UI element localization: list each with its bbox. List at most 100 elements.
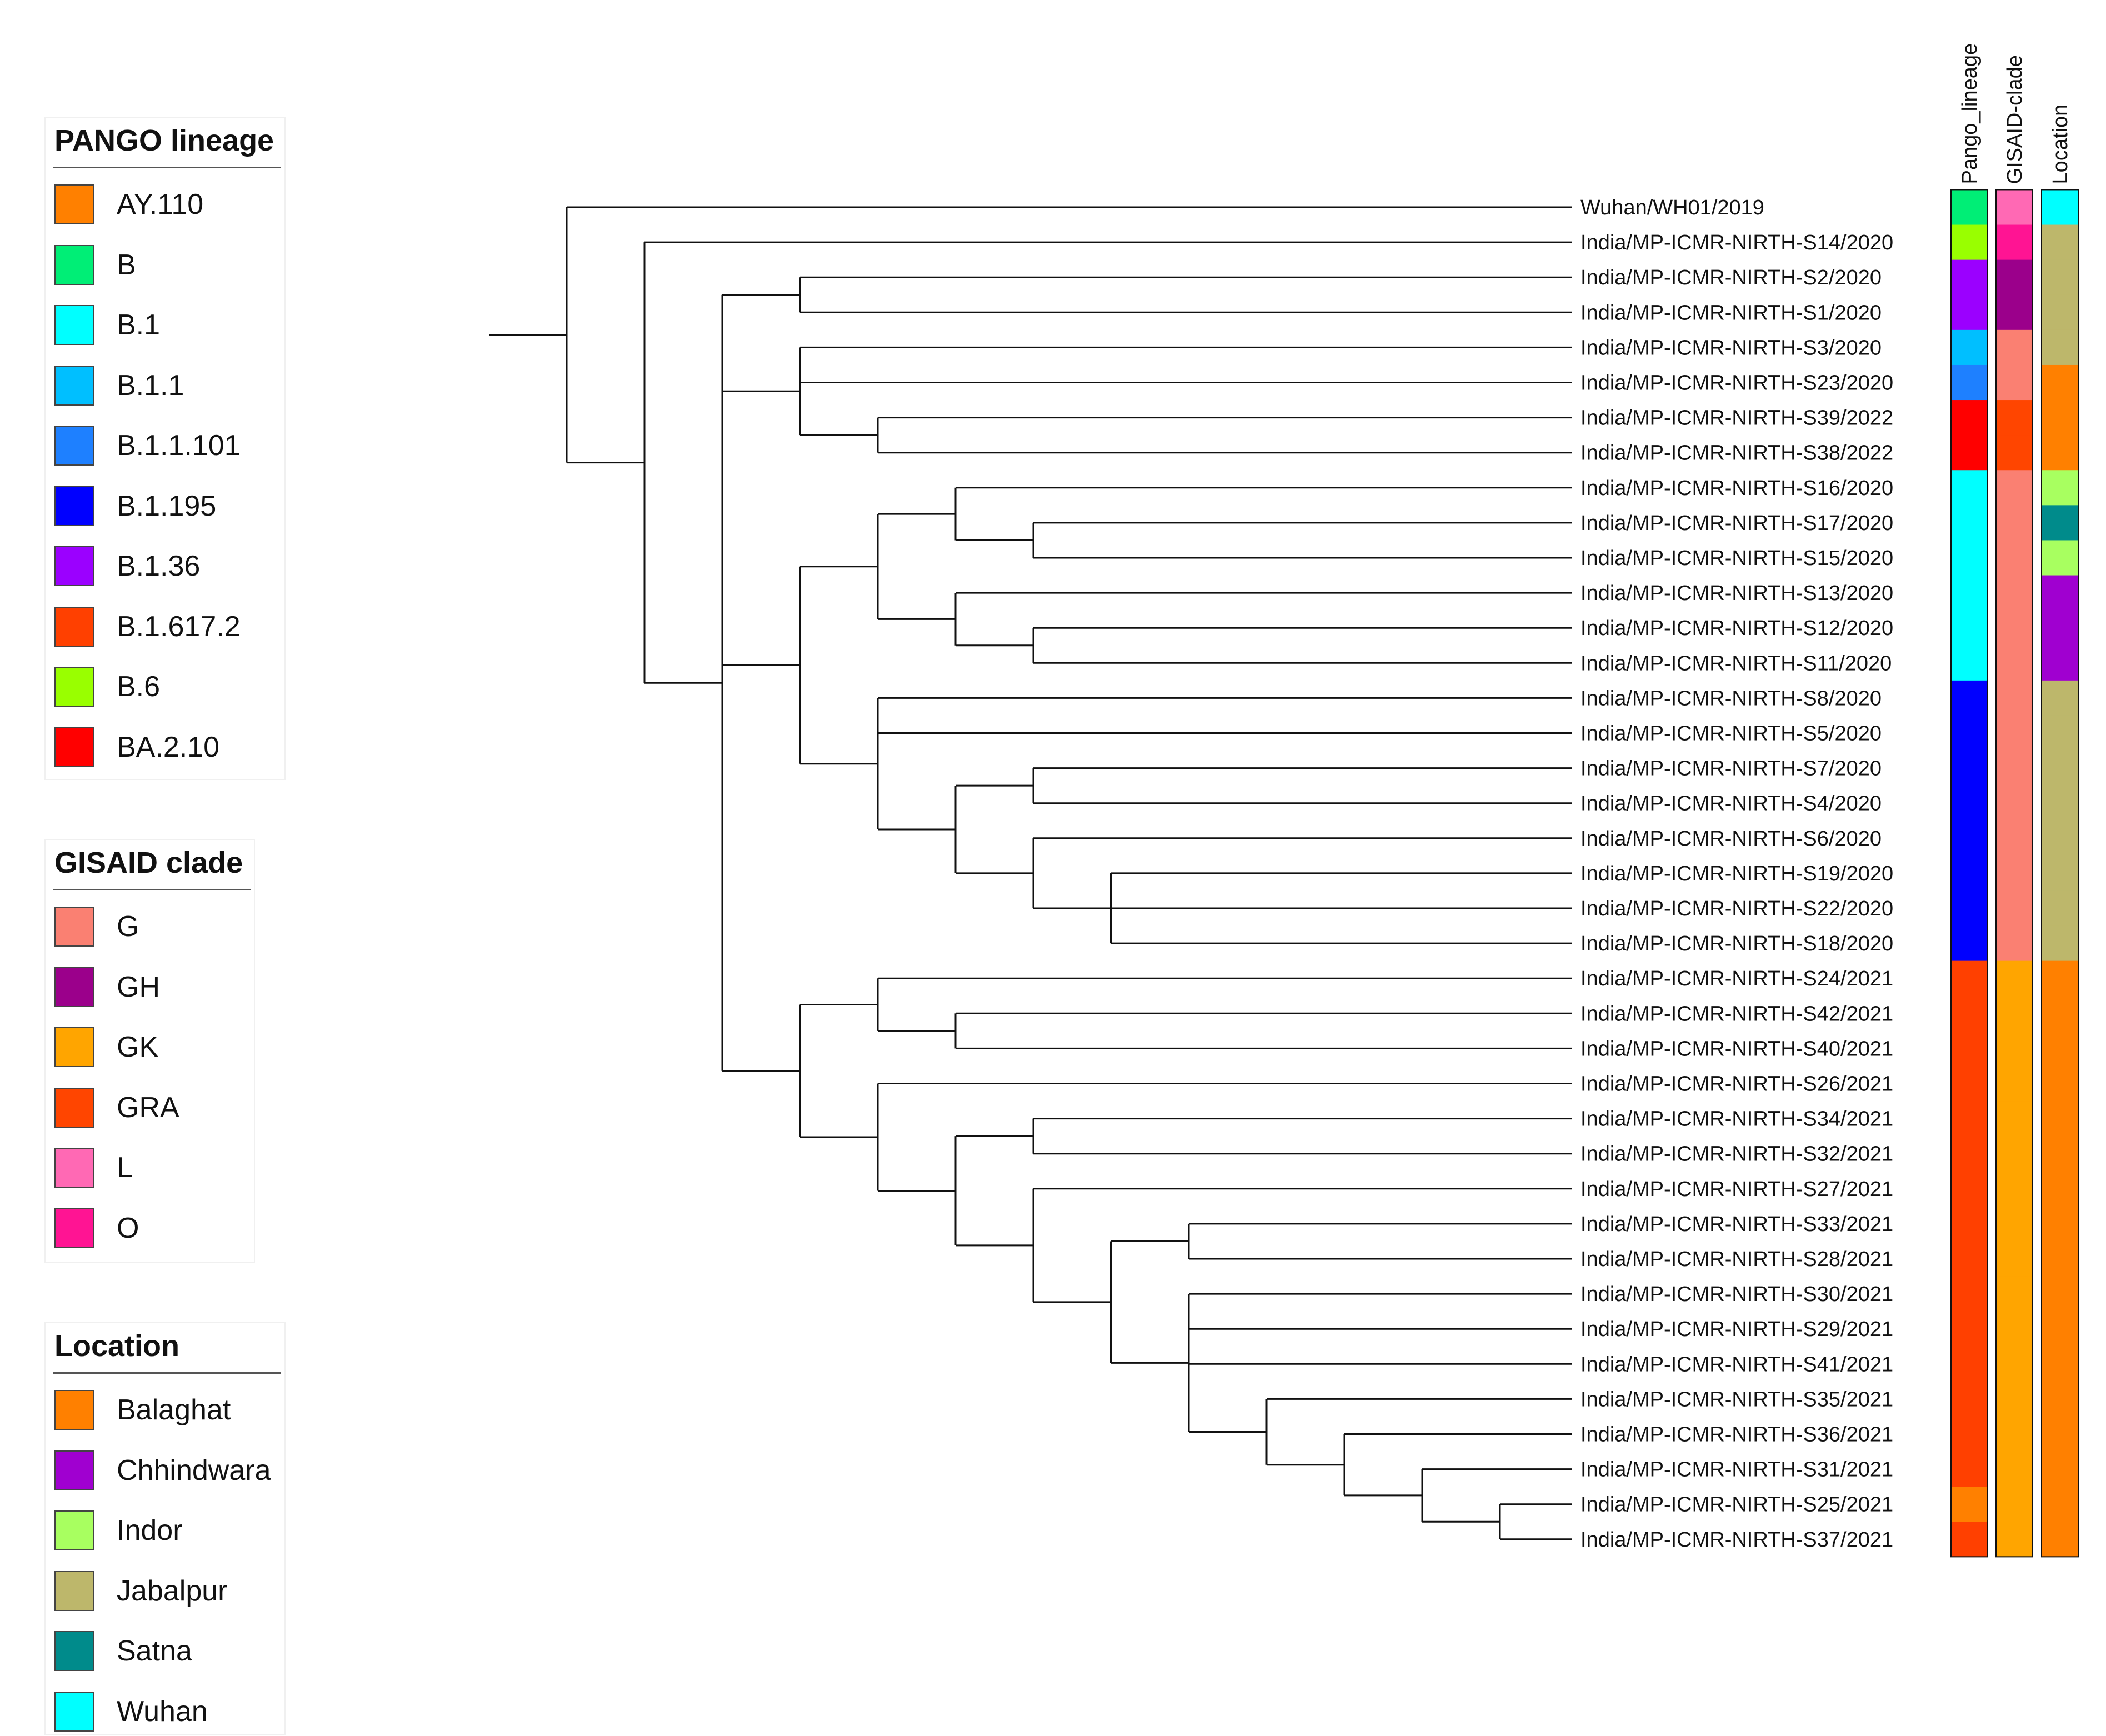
pango-lineage-strip-cell [1951, 1487, 1988, 1522]
legend-label: B.1.36 [117, 550, 201, 582]
legend-label: Balaghat [117, 1394, 231, 1426]
location-strip-cell [2042, 786, 2078, 821]
legend-swatch [54, 1691, 94, 1732]
legend-label: AY.110 [117, 188, 204, 221]
location-strip-cell [2042, 680, 2078, 716]
gisaid-clade-strip-frame [1995, 189, 2033, 1558]
gisaid-clade-strip-cell [1996, 189, 2033, 226]
legend-title: GISAID clade [54, 846, 243, 879]
location-strip-cell [2042, 1065, 2078, 1102]
location-strip-cell [2042, 890, 2078, 927]
location-strip-cell [2042, 470, 2078, 506]
legend-label: BA.2.10 [117, 731, 220, 763]
legend-swatch [54, 1450, 94, 1490]
pango-lineage-strip-cell [1951, 1241, 1988, 1277]
pango-lineage-strip-cell [1951, 1276, 1988, 1312]
location-strip-cell [2042, 821, 2078, 856]
tip-labels: Wuhan/WH01/2019 India/MP-ICMR-NIRTH-S14/2… [1580, 196, 1893, 1552]
tip-label: India/MP-ICMR-NIRTH-S7/2020 [1580, 757, 1882, 781]
location-strip-cell [2042, 1346, 2078, 1382]
location-strip-cell [2042, 995, 2078, 1032]
location-strip-cell [2042, 925, 2078, 962]
legend-swatch [54, 727, 94, 767]
tip-label: India/MP-ICMR-NIRTH-S34/2021 [1580, 1108, 1893, 1131]
pango-lineage-strip-cell [1951, 1346, 1988, 1382]
tip-label: India/MP-ICMR-NIRTH-S23/2020 [1580, 372, 1893, 395]
legend-swatch [54, 606, 94, 647]
legend-label: Jabalpur [117, 1574, 228, 1607]
pango-lineage-strip-cell [1951, 960, 1988, 997]
legend-title: Location [54, 1329, 179, 1363]
location-strip-cell [2042, 1522, 2078, 1557]
tip-label: India/MP-ICMR-NIRTH-S14/2020 [1580, 231, 1893, 254]
gisaid-clade-strip-cell [1996, 1171, 2033, 1207]
pango-lineage-strip-cell [1951, 715, 1988, 751]
legend-swatch [54, 1570, 94, 1611]
tip-label: India/MP-ICMR-NIRTH-S6/2020 [1580, 827, 1882, 851]
legend-label: O [117, 1212, 139, 1244]
legend-label: GH [117, 970, 160, 1003]
gisaid-clade-strip-cell [1996, 610, 2033, 646]
tip-label: India/MP-ICMR-NIRTH-S11/2020 [1580, 652, 1892, 675]
pango-lineage-strip-cell [1951, 1171, 1988, 1207]
pango-lineage-strip-cell [1951, 995, 1988, 1032]
tip-label: India/MP-ICMR-NIRTH-S1/2020 [1580, 301, 1882, 324]
pango-lineage-strip-cell [1951, 680, 1988, 716]
gisaid-clade-strip-cell [1996, 364, 2033, 401]
gisaid-clade-strip-cell [1996, 680, 2033, 716]
legend-swatch [54, 667, 94, 707]
tree-branches [489, 206, 1572, 1540]
annotation-column-header: Location [2049, 104, 2072, 184]
tip-label: India/MP-ICMR-NIRTH-S28/2021 [1580, 1248, 1893, 1271]
gisaid-clade-strip-cell [1996, 1381, 2033, 1417]
legend-label: B.1.1 [117, 369, 184, 402]
legend-pango-lineage: PANGO lineage AY.110 B B.1 B.1.1 B.1.1.101 B.… [44, 117, 286, 780]
legend-swatch [54, 305, 94, 345]
gisaid-clade-strip-cell [1996, 329, 2033, 366]
pango-lineage-strip-cell [1951, 505, 1988, 541]
legend-label: L [117, 1152, 133, 1184]
tip-label: India/MP-ICMR-NIRTH-S32/2021 [1580, 1143, 1893, 1166]
pango-lineage-strip-cell [1951, 751, 1988, 786]
tip-label: India/MP-ICMR-NIRTH-S27/2021 [1580, 1178, 1893, 1201]
legend-swatch [54, 1390, 94, 1430]
pango-lineage-strip-cell [1951, 786, 1988, 821]
tip-label: India/MP-ICMR-NIRTH-S26/2021 [1580, 1073, 1893, 1096]
tip-label: India/MP-ICMR-NIRTH-S12/2020 [1580, 617, 1893, 640]
gisaid-clade-strip-cell [1996, 259, 2033, 296]
annotation-column-header: GISAID-clade [2003, 55, 2027, 184]
legend-gisaid-clade: GISAID clade G GH GK GRA L O [44, 839, 255, 1263]
legend-swatch [54, 184, 94, 224]
legend-label: Satna [117, 1635, 192, 1667]
pango-lineage-strip-cell [1951, 925, 1988, 962]
pango-lineage-strip-cell [1951, 1522, 1988, 1557]
gisaid-clade-strip-cell [1996, 1030, 2033, 1067]
tip-label: India/MP-ICMR-NIRTH-S25/2021 [1580, 1493, 1893, 1517]
gisaid-clade-strip-cell [1996, 890, 2033, 927]
legend-swatch [54, 1208, 94, 1248]
tip-label: India/MP-ICMR-NIRTH-S38/2022 [1580, 442, 1893, 465]
legend-label: B.1.195 [117, 489, 217, 522]
gisaid-clade-strip-cell [1996, 856, 2033, 892]
pango-lineage-strip-cell [1951, 400, 1988, 436]
legend-label: B [117, 248, 136, 281]
tip-label: India/MP-ICMR-NIRTH-S39/2022 [1580, 407, 1893, 430]
pango-lineage-strip-cell [1951, 1101, 1988, 1137]
tip-label: India/MP-ICMR-NIRTH-S16/2020 [1580, 477, 1893, 500]
gisaid-clade-strip-cell [1996, 1487, 2033, 1522]
tip-label: India/MP-ICMR-NIRTH-S24/2021 [1580, 967, 1893, 990]
legend-label: B.1.617.2 [117, 610, 241, 643]
pango-lineage-strip-cell [1951, 1381, 1988, 1417]
legend-label: GK [117, 1031, 159, 1063]
tip-label: India/MP-ICMR-NIRTH-S33/2021 [1580, 1213, 1893, 1236]
tip-label: India/MP-ICMR-NIRTH-S22/2020 [1580, 897, 1893, 920]
pango-lineage-strip-cell [1951, 821, 1988, 856]
legend-swatch [54, 907, 94, 947]
tip-label: India/MP-ICMR-NIRTH-S4/2020 [1580, 792, 1882, 816]
gisaid-clade-strip-cell [1996, 1065, 2033, 1102]
pango-lineage-strip-cell [1951, 1065, 1988, 1102]
tip-label: India/MP-ICMR-NIRTH-S36/2021 [1580, 1423, 1893, 1447]
gisaid-clade-strip-cell [1996, 400, 2033, 436]
legend-swatch [54, 1148, 94, 1188]
location-strip-cell [2042, 364, 2078, 401]
